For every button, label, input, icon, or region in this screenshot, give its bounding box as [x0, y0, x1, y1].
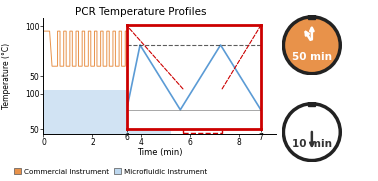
- Circle shape: [284, 104, 340, 161]
- Bar: [308, 15, 316, 19]
- Text: 50 min: 50 min: [292, 52, 332, 62]
- Bar: [308, 102, 316, 106]
- Legend: Commercial Instrument, Microfluidic Instrument: Commercial Instrument, Microfluidic Inst…: [11, 165, 210, 177]
- Bar: [183, 89, 222, 133]
- Circle shape: [284, 17, 340, 74]
- Text: Temperature (°C): Temperature (°C): [2, 43, 11, 109]
- Title: PCR Temperature Profiles: PCR Temperature Profiles: [75, 7, 207, 17]
- X-axis label: Time (min): Time (min): [137, 148, 183, 157]
- Text: 10 min: 10 min: [292, 139, 332, 149]
